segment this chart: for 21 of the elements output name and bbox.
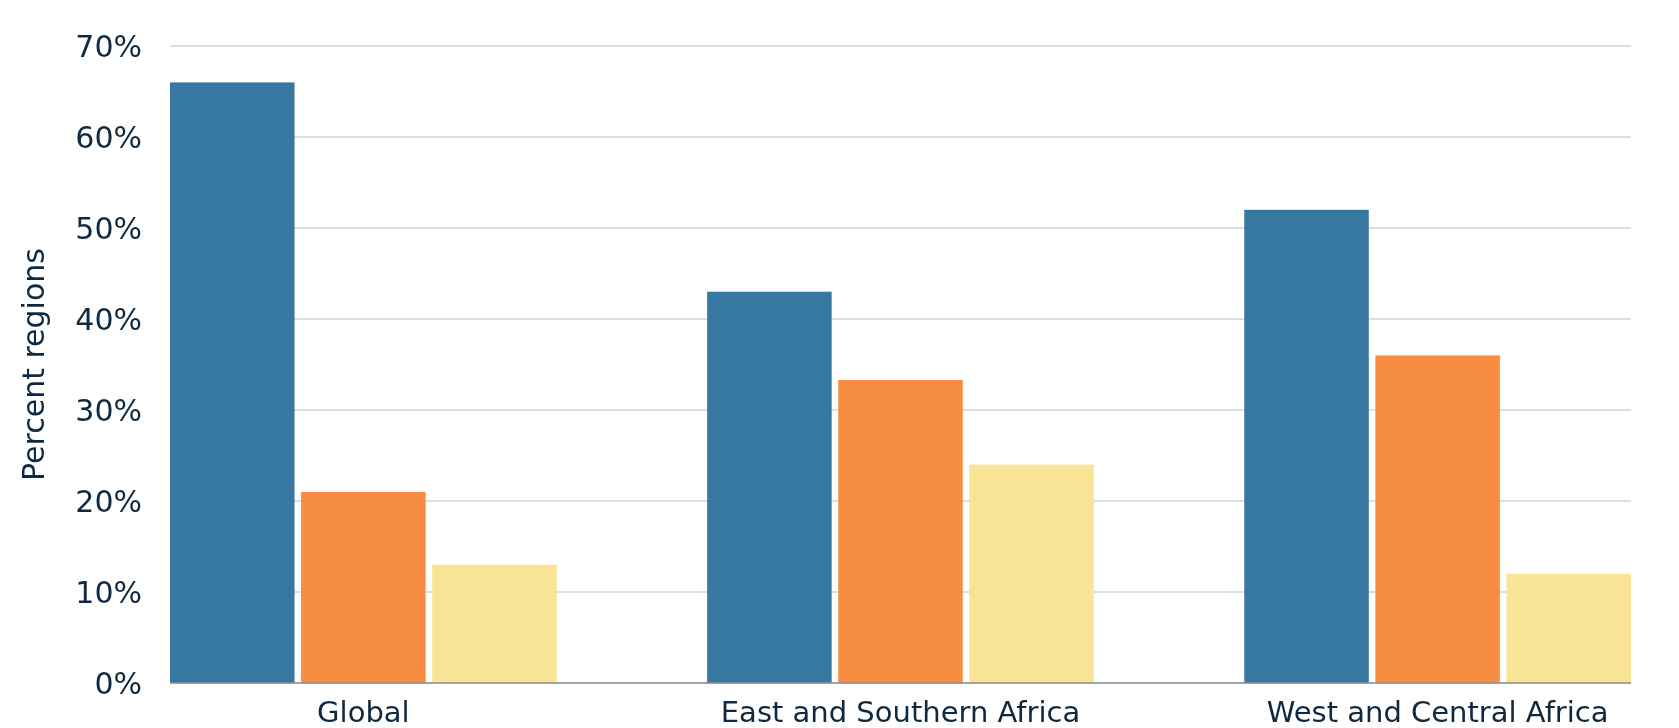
y-tick-label: 10% bbox=[75, 574, 142, 610]
bar bbox=[707, 291, 832, 683]
bar bbox=[1506, 573, 1631, 683]
y-tick-label: 40% bbox=[75, 301, 142, 337]
y-tick-label: 0% bbox=[94, 665, 142, 701]
bar bbox=[1244, 209, 1369, 683]
y-tick-label: 60% bbox=[75, 119, 142, 155]
x-tick-label: Global bbox=[317, 695, 410, 728]
bar bbox=[1375, 355, 1500, 683]
y-axis-title: Percent regions bbox=[16, 248, 51, 481]
bar bbox=[301, 491, 426, 683]
bar bbox=[838, 379, 963, 683]
y-tick-label: 20% bbox=[75, 483, 142, 519]
bar bbox=[432, 564, 557, 683]
x-tick-label: East and Southern Africa bbox=[720, 695, 1081, 728]
y-tick-label: 30% bbox=[75, 392, 142, 428]
bar bbox=[170, 82, 295, 683]
x-tick-label: West and Central Africa bbox=[1266, 695, 1609, 728]
bar bbox=[969, 464, 1094, 683]
y-tick-label: 50% bbox=[75, 210, 142, 246]
y-tick-label: 70% bbox=[75, 28, 142, 64]
